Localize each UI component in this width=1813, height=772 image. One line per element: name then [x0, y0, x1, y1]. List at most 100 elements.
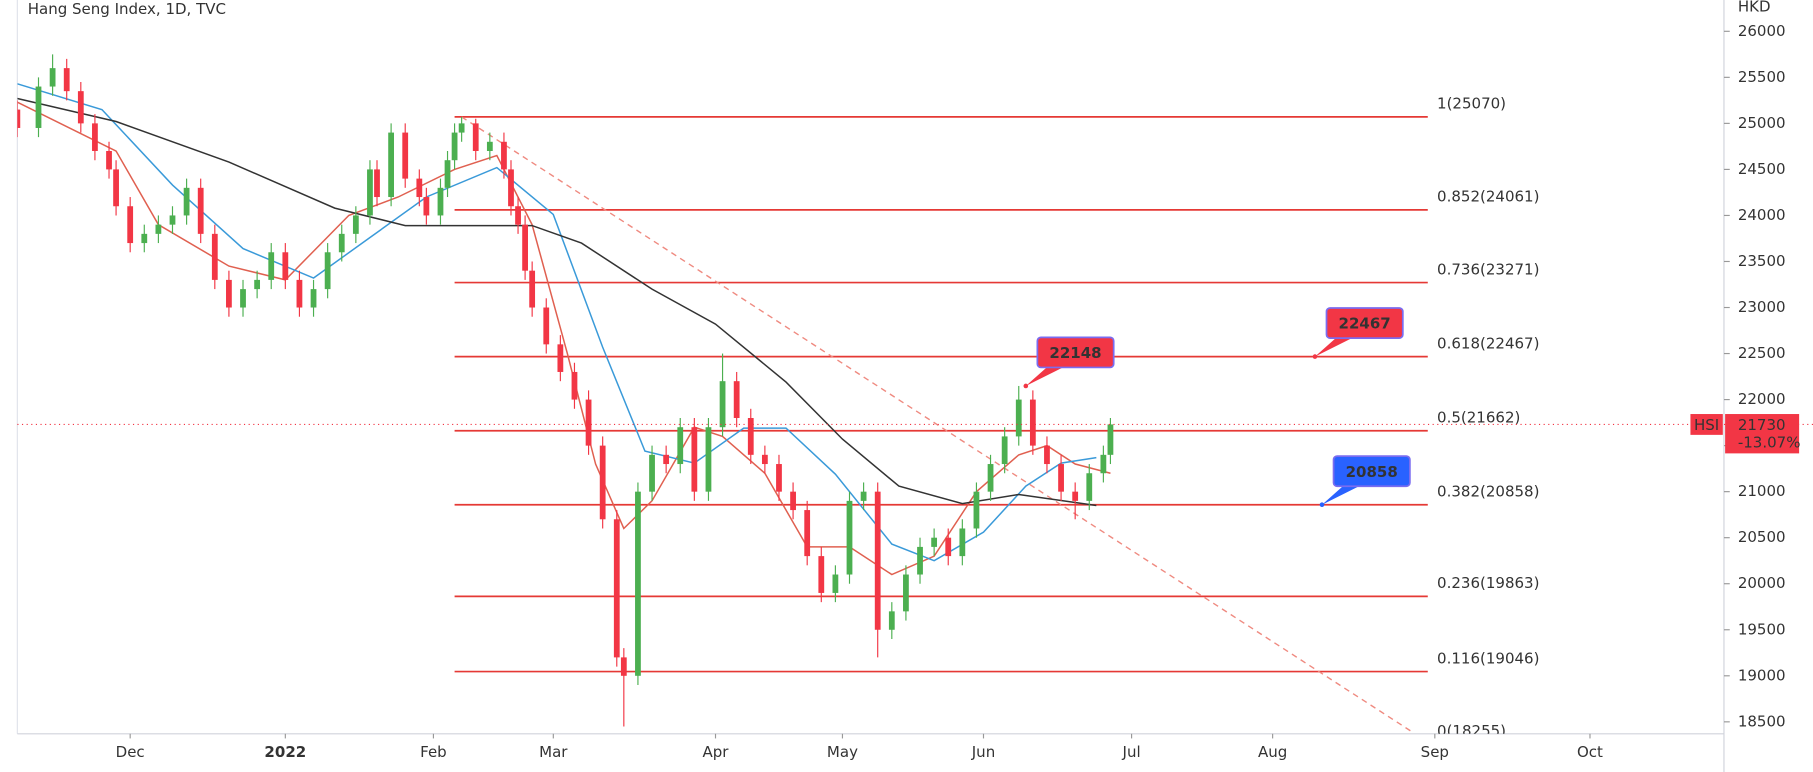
- y-axis-label: HKD: [1738, 0, 1771, 15]
- moving-average-line: [17, 97, 1097, 507]
- candle-body: [874, 491, 881, 630]
- y-tick-label: 18500: [1738, 712, 1786, 730]
- y-tick-label: 25000: [1738, 114, 1786, 132]
- candle-body: [903, 574, 909, 612]
- candle-body: [423, 197, 430, 216]
- symbol-tag-label: HSI: [1694, 416, 1719, 434]
- candle-body: [973, 491, 980, 529]
- candle-body: [1015, 399, 1022, 437]
- x-tick-label: Sep: [1421, 743, 1449, 761]
- fib-level-label: 0.618(22467): [1437, 334, 1539, 352]
- candle-body: [211, 233, 218, 280]
- candle-body: [1086, 473, 1093, 501]
- candle-body: [677, 427, 684, 465]
- fib-level-label: 0.236(19863): [1437, 574, 1539, 592]
- fib-level-label: 0.382(20858): [1437, 482, 1539, 500]
- candle-body: [268, 252, 275, 280]
- fib-level-label: 0.116(19046): [1437, 649, 1539, 667]
- candle-body: [416, 178, 423, 198]
- candle-body: [402, 132, 409, 179]
- candle-body: [374, 169, 380, 198]
- x-tick-label: 2022: [264, 743, 306, 761]
- x-tick-label: Mar: [539, 743, 568, 761]
- candle-body: [35, 86, 42, 128]
- candle-body: [437, 187, 444, 216]
- candle-body: [388, 132, 394, 198]
- candle-body: [17, 109, 21, 128]
- candle-body: [127, 206, 134, 244]
- candle-body: [959, 528, 966, 557]
- candle-body: [310, 289, 317, 308]
- x-tick-label: Oct: [1577, 743, 1603, 761]
- price-tag-change: -13.07%: [1738, 433, 1801, 451]
- candle-body: [620, 657, 627, 676]
- y-tick-label: 20500: [1738, 528, 1786, 546]
- candle-body: [501, 141, 507, 170]
- candle-body: [613, 519, 620, 658]
- x-tick-label: Jun: [971, 743, 995, 761]
- candle-body: [254, 279, 261, 290]
- candle-body: [141, 233, 148, 244]
- candle-body: [557, 344, 564, 372]
- candle-body: [1029, 399, 1036, 446]
- candle-body: [367, 169, 373, 216]
- callout-pointer: [1025, 367, 1063, 386]
- candle-body: [860, 491, 867, 501]
- price-tag: [1725, 414, 1800, 454]
- candle-body: [197, 187, 204, 234]
- callout-box: [1036, 336, 1115, 369]
- candle-body: [1058, 464, 1064, 492]
- candle-body: [804, 510, 811, 557]
- fib-level-label: 0.852(24061): [1437, 188, 1539, 206]
- candle-body: [486, 141, 493, 151]
- y-tick-label: 22500: [1738, 344, 1786, 362]
- candle-body: [240, 289, 246, 308]
- candle-body: [338, 233, 345, 253]
- y-tick-label: 19000: [1738, 666, 1786, 684]
- fib-level-label: 1(25070): [1437, 95, 1506, 113]
- candle-body: [324, 252, 331, 290]
- candle-body: [649, 454, 655, 492]
- candle-body: [846, 500, 853, 575]
- candle-body: [444, 160, 451, 188]
- candle-body: [522, 224, 528, 271]
- candle-body: [1107, 424, 1114, 455]
- candle-body: [585, 399, 592, 446]
- candle-body: [1100, 454, 1107, 474]
- y-tick-label: 26000: [1738, 22, 1786, 40]
- x-tick-label: Aug: [1258, 743, 1287, 761]
- callout-label: 22467: [1339, 315, 1391, 333]
- candle-body: [719, 381, 726, 428]
- x-tick-label: May: [827, 743, 858, 761]
- candle-body: [1001, 436, 1008, 465]
- candle-body: [451, 132, 458, 161]
- candle-body: [917, 546, 923, 575]
- candle-body: [77, 91, 84, 124]
- price-tag-value: 21730: [1738, 416, 1786, 434]
- moving-average-line: [17, 83, 1097, 562]
- fib-level-label: 0.736(23271): [1437, 260, 1539, 278]
- y-tick-label: 19500: [1738, 620, 1786, 638]
- fib-level-label: 0(18255): [1437, 722, 1506, 740]
- callout-anchor: [1312, 354, 1318, 359]
- candle-body: [169, 215, 176, 225]
- candle-body: [183, 187, 190, 216]
- chart-title: Hang Seng Index, 1D, TVC: [28, 0, 226, 18]
- candle-body: [529, 270, 536, 308]
- candle-body: [818, 556, 825, 593]
- candle-body: [155, 224, 162, 234]
- candle-body: [49, 68, 56, 87]
- fib-level-label: 0.5(21662): [1437, 408, 1520, 426]
- candle-body: [832, 574, 839, 593]
- candle-body: [931, 537, 938, 547]
- candle-body: [945, 537, 952, 557]
- y-tick-label: 24500: [1738, 160, 1786, 178]
- x-tick-label: Apr: [703, 743, 730, 761]
- x-tick-label: Jul: [1122, 743, 1141, 761]
- callout-box: [1325, 307, 1404, 339]
- candle-body: [508, 169, 514, 207]
- trendline: [461, 116, 1415, 734]
- candle-body: [113, 169, 119, 207]
- y-tick-label: 23000: [1738, 298, 1786, 316]
